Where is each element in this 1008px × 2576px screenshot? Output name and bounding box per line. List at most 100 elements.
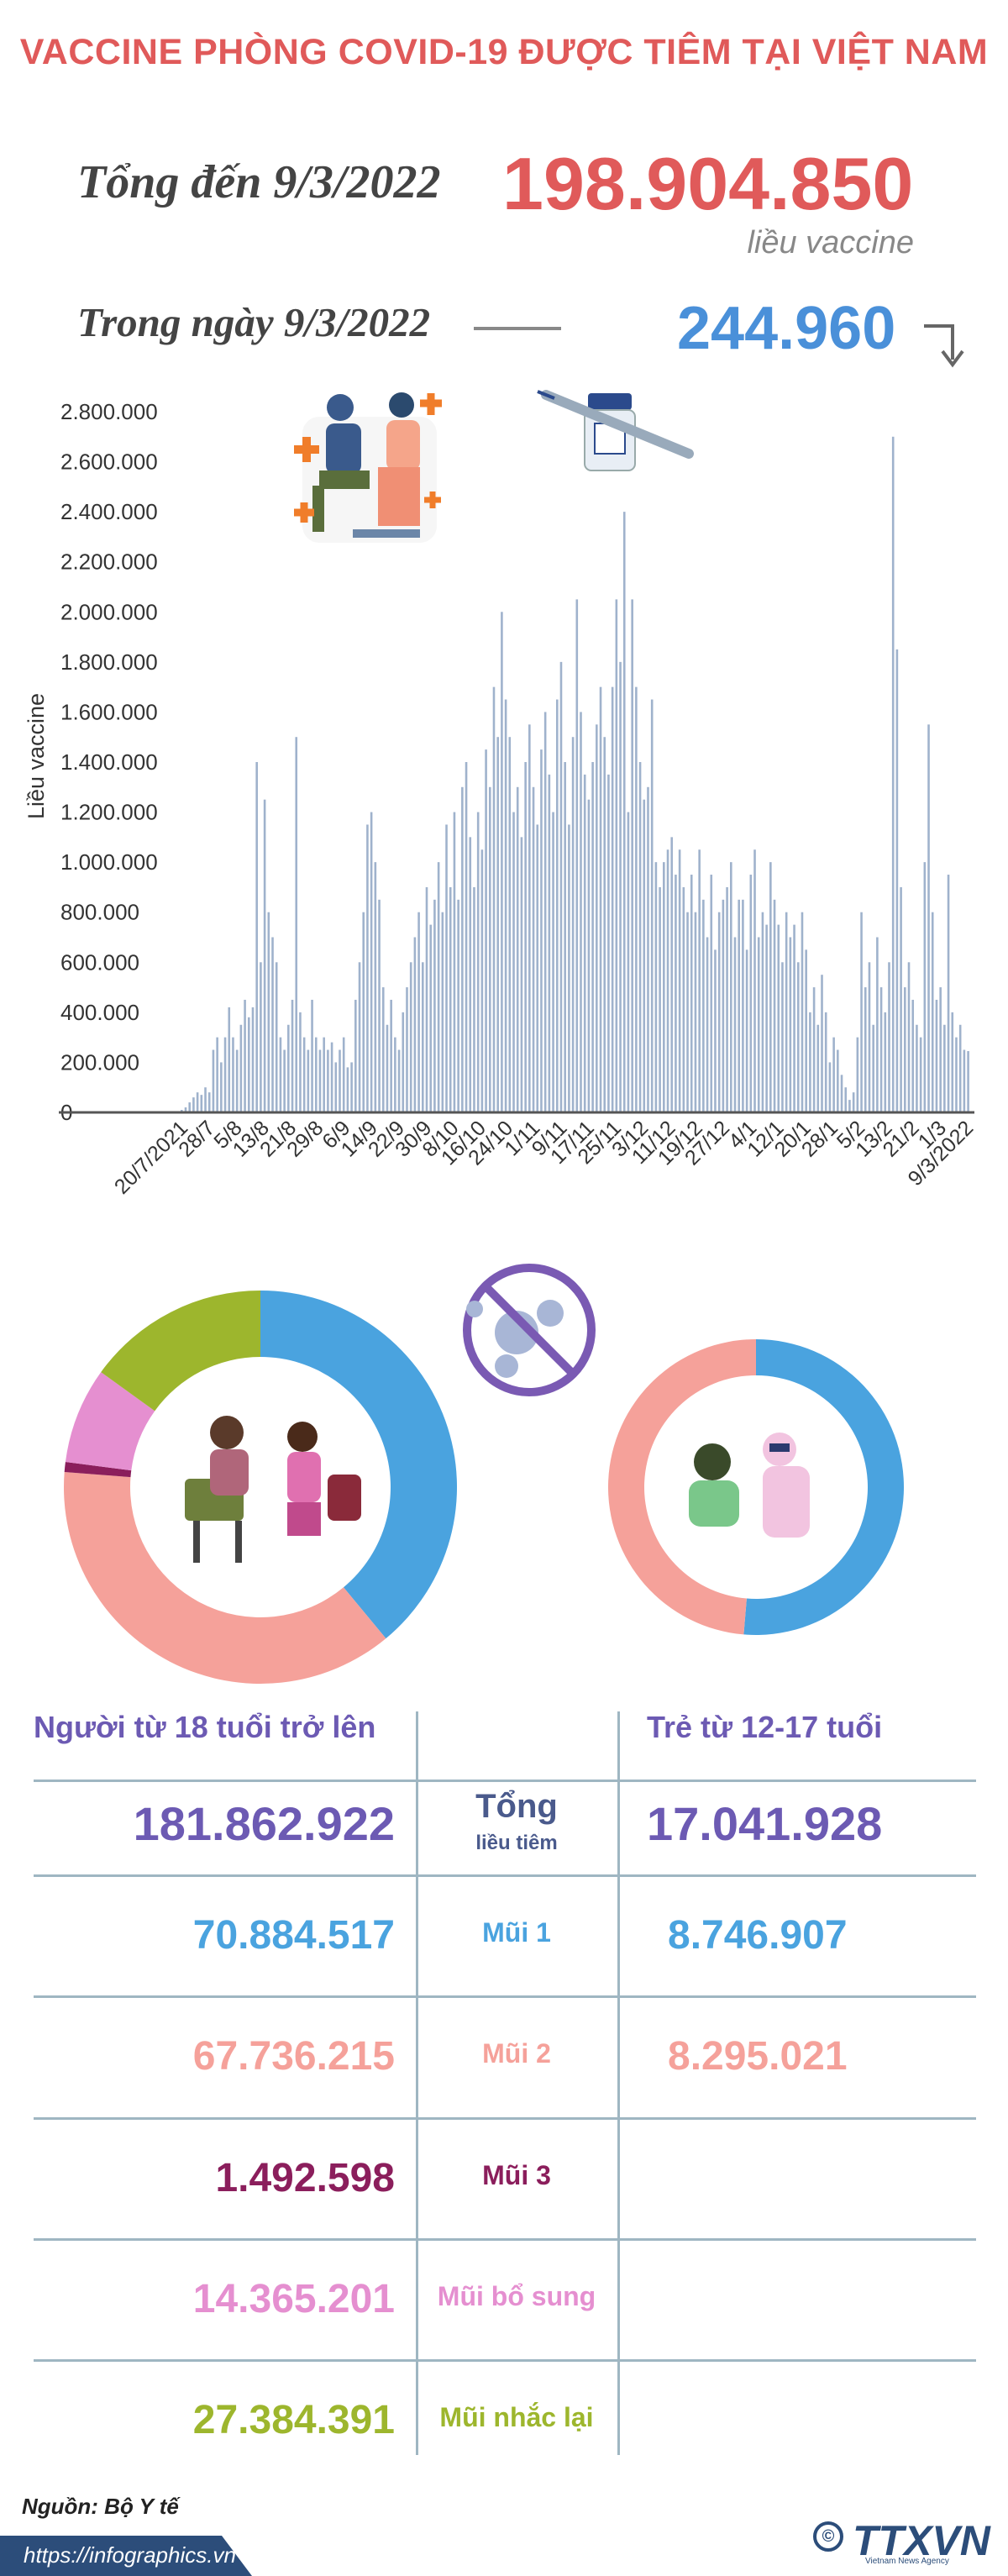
bar bbox=[916, 1024, 918, 1112]
bar bbox=[532, 786, 535, 1112]
bar bbox=[900, 886, 902, 1112]
bar bbox=[480, 849, 484, 1112]
x-axis-ticks: 20/7/202128/75/813/821/829/86/914/922/93… bbox=[110, 1116, 978, 1198]
table-divider bbox=[34, 1780, 976, 1782]
child-doses-donut-chart bbox=[607, 1339, 904, 1635]
bar bbox=[591, 762, 594, 1112]
y-tick-label: 1.200.000 bbox=[60, 800, 158, 825]
bar bbox=[923, 862, 927, 1112]
ttxvn-logo: TTXVN bbox=[853, 2517, 990, 2564]
connector-line bbox=[474, 327, 561, 330]
trend-down-arrow-icon bbox=[924, 324, 964, 368]
bar bbox=[247, 1017, 250, 1112]
dose-label: Mũi bổ sung bbox=[437, 2281, 596, 2311]
bar bbox=[753, 849, 756, 1112]
y-tick-label: 1.000.000 bbox=[60, 849, 158, 875]
bar bbox=[520, 837, 523, 1112]
daily-label: Trong ngày 9/3/2022 bbox=[77, 299, 431, 345]
bar bbox=[738, 899, 740, 1112]
vaccination-people-illustration bbox=[294, 392, 442, 543]
bar bbox=[299, 1012, 302, 1112]
bar bbox=[781, 962, 784, 1112]
bar bbox=[406, 987, 408, 1112]
bar bbox=[796, 962, 800, 1112]
bar bbox=[543, 712, 547, 1112]
child-donut-segments bbox=[607, 1339, 904, 1635]
bar bbox=[263, 799, 266, 1112]
bar bbox=[402, 1012, 405, 1112]
bar bbox=[409, 962, 412, 1112]
bar bbox=[607, 774, 610, 1112]
table-divider bbox=[617, 1711, 620, 2455]
total-child-value: 17.041.928 bbox=[647, 1797, 883, 1850]
bar bbox=[568, 824, 570, 1112]
bar bbox=[207, 1092, 211, 1112]
table-divider bbox=[34, 1995, 976, 1998]
bar bbox=[785, 912, 788, 1112]
bar bbox=[559, 661, 563, 1112]
bar bbox=[837, 1049, 839, 1112]
dose-adult-value: 14.365.201 bbox=[192, 2277, 395, 2321]
bar bbox=[955, 1037, 958, 1112]
bar bbox=[765, 924, 768, 1112]
bar bbox=[757, 937, 760, 1112]
bar bbox=[844, 1087, 848, 1112]
copyright-icon: © bbox=[813, 2521, 843, 2552]
bar bbox=[670, 837, 674, 1112]
bar bbox=[318, 1049, 322, 1112]
bar bbox=[631, 599, 633, 1112]
donut-segment bbox=[260, 1291, 457, 1639]
bar bbox=[461, 786, 464, 1112]
bar bbox=[694, 912, 697, 1112]
x-tick-label: 20/7/2021 bbox=[110, 1116, 192, 1198]
bar bbox=[437, 862, 440, 1112]
bar bbox=[666, 849, 669, 1112]
bar bbox=[429, 924, 433, 1112]
bar bbox=[647, 786, 649, 1112]
bar bbox=[508, 737, 512, 1112]
bar bbox=[951, 1012, 954, 1112]
bar bbox=[832, 1037, 835, 1112]
bar bbox=[710, 875, 713, 1112]
total-value: 198.904.850 bbox=[502, 142, 914, 225]
bar bbox=[528, 724, 531, 1112]
bar bbox=[947, 875, 950, 1112]
bar bbox=[271, 937, 274, 1112]
y-tick-label: 400.000 bbox=[60, 1000, 139, 1025]
bar bbox=[801, 912, 804, 1112]
bar bbox=[417, 912, 420, 1112]
bar bbox=[244, 999, 246, 1112]
bar bbox=[453, 812, 456, 1112]
no-virus-icon bbox=[463, 1264, 596, 1396]
bar bbox=[963, 1049, 966, 1112]
bar bbox=[663, 862, 665, 1112]
bar bbox=[967, 1051, 969, 1112]
y-tick-label: 600.000 bbox=[60, 949, 139, 975]
bar bbox=[488, 786, 491, 1112]
bar bbox=[935, 999, 938, 1112]
bar bbox=[868, 962, 871, 1112]
bar bbox=[457, 899, 459, 1112]
bar bbox=[722, 899, 725, 1112]
bar bbox=[287, 1024, 290, 1112]
dose-label: Mũi 2 bbox=[482, 2038, 551, 2069]
bar bbox=[742, 899, 744, 1112]
donut-segment bbox=[607, 1339, 756, 1635]
website-link[interactable]: https://infographics.vn bbox=[24, 2542, 236, 2568]
bar bbox=[911, 999, 915, 1112]
dose-child-value: 8.746.907 bbox=[668, 1913, 848, 1958]
y-tick-label: 1.800.000 bbox=[60, 649, 158, 675]
bar bbox=[769, 862, 772, 1112]
bar bbox=[307, 1049, 310, 1112]
bar bbox=[445, 824, 448, 1112]
bar bbox=[919, 1037, 922, 1112]
bar bbox=[686, 912, 689, 1112]
bar bbox=[413, 937, 417, 1112]
bar bbox=[596, 724, 598, 1112]
url-banner bbox=[0, 2536, 252, 2576]
bar bbox=[603, 737, 606, 1112]
bar bbox=[745, 949, 748, 1112]
table-divider bbox=[34, 1874, 976, 1877]
bar bbox=[291, 999, 294, 1112]
bar bbox=[690, 875, 693, 1112]
